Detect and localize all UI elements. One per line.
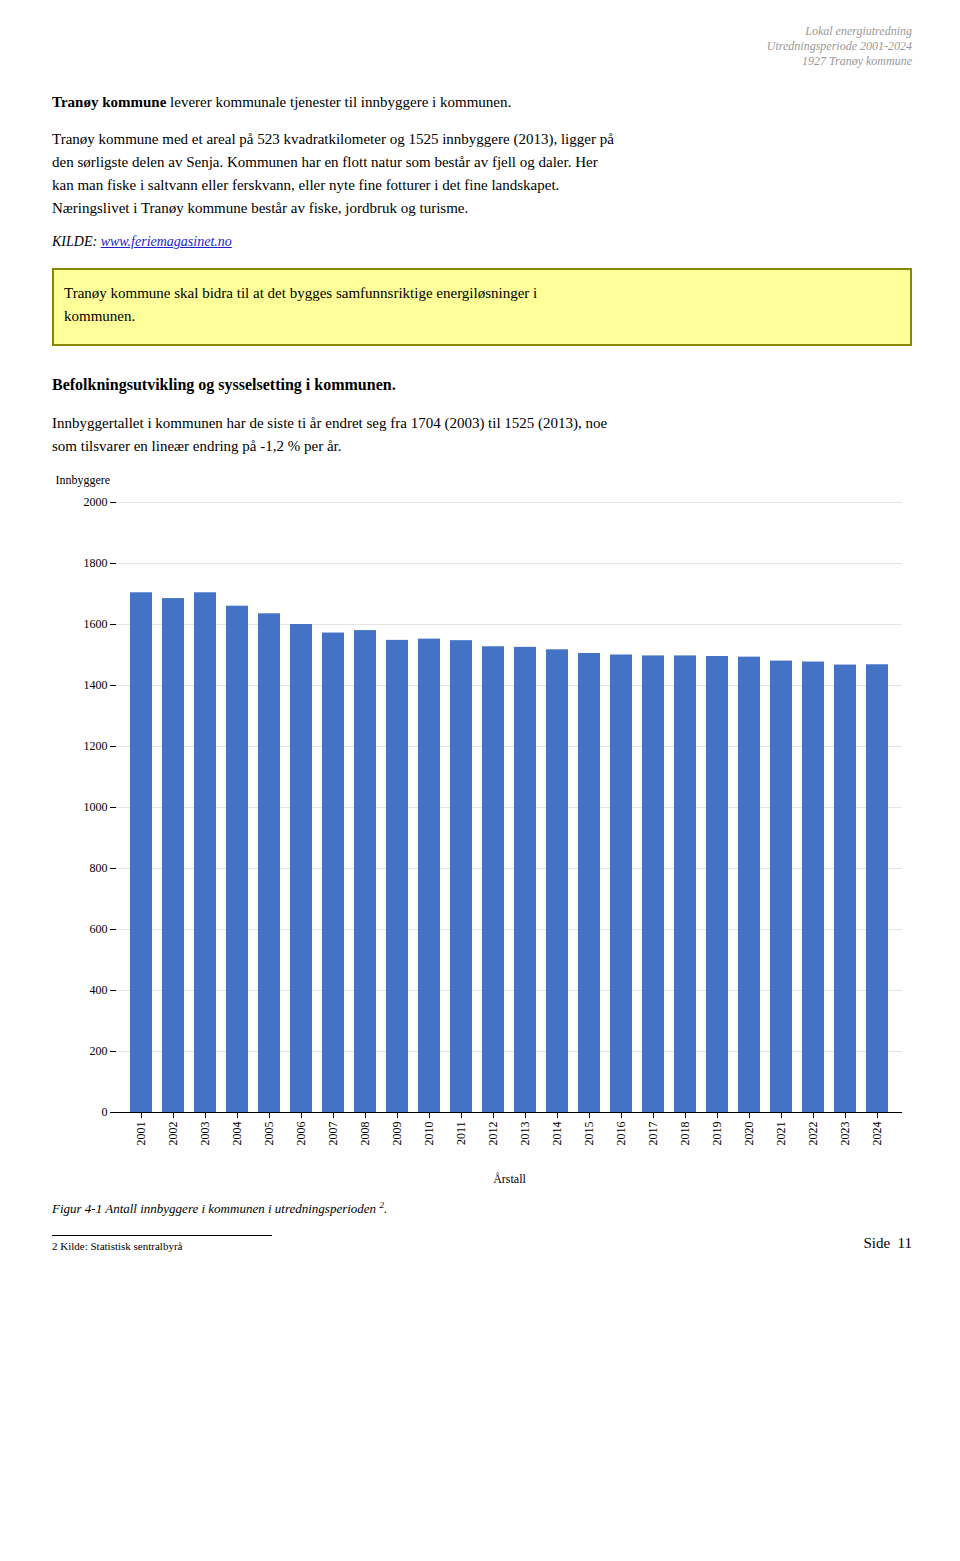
svg-text:2024: 2024 — [870, 1122, 884, 1146]
svg-text:2004: 2004 — [230, 1122, 244, 1146]
svg-text:2016: 2016 — [614, 1122, 628, 1146]
svg-text:1200: 1200 — [84, 739, 108, 753]
svg-text:2021: 2021 — [774, 1122, 788, 1146]
svg-text:2019: 2019 — [710, 1122, 724, 1146]
svg-text:600: 600 — [90, 922, 108, 936]
svg-text:2012: 2012 — [486, 1122, 500, 1146]
svg-text:2008: 2008 — [358, 1122, 372, 1146]
svg-text:2015: 2015 — [582, 1122, 596, 1146]
svg-text:Årstall: Årstall — [493, 1172, 526, 1186]
svg-text:Innbyggere: Innbyggere — [56, 473, 111, 487]
svg-text:1400: 1400 — [84, 678, 108, 692]
html-text:Side 11: Side 11 — [863, 1235, 912, 1252]
html-text:KILDE: www.feriemagasinet.no: KILDE: www.feriemagasinet.no — [52, 234, 232, 249]
svg-text:1000: 1000 — [84, 800, 108, 814]
svg-text:2020: 2020 — [742, 1122, 756, 1146]
html-text:Tranøy kommune skal bidra til: Tranøy kommune skal bidra til at det byg… — [64, 285, 538, 324]
html-text:Utredningsperiode 2001-2024: Utredningsperiode 2001-2024 — [766, 39, 912, 53]
html-text:Tranøy kommune med et areal på: Tranøy kommune med et areal på 523 kvadr… — [52, 131, 614, 216]
svg-text:2007: 2007 — [326, 1122, 340, 1146]
svg-text:1800: 1800 — [84, 556, 108, 570]
svg-text:2006: 2006 — [294, 1122, 308, 1146]
svg-text:800: 800 — [90, 861, 108, 875]
svg-text:2023: 2023 — [838, 1122, 852, 1146]
html-text:1927 Tranøy kommune: 1927 Tranøy kommune — [802, 54, 912, 68]
svg-text:2000: 2000 — [84, 495, 108, 509]
html-text:Figur 4-1 Antall innbyggere i: Figur 4-1 Antall innbyggere i kommunen i… — [52, 1200, 388, 1217]
html-text:2 Kilde: Statistisk sentralbyr: 2 Kilde: Statistisk sentralbyrå — [52, 1240, 183, 1253]
svg-text:2013: 2013 — [518, 1122, 532, 1146]
svg-text:2005: 2005 — [262, 1122, 276, 1146]
svg-text:400: 400 — [90, 983, 108, 997]
svg-text:200: 200 — [90, 1044, 108, 1058]
svg-text:2002: 2002 — [166, 1122, 180, 1146]
html-text:Befolkningsutvikling og syssel: Befolkningsutvikling og sysselsetting i … — [52, 376, 396, 393]
html-text:Tranøy kommune leverer kommuna: Tranøy kommune leverer kommunale tjenest… — [52, 94, 512, 110]
html-text:Innbyggertallet i kommunen har: Innbyggertallet i kommunen har de siste … — [52, 415, 608, 454]
svg-text:2009: 2009 — [390, 1122, 404, 1146]
svg-text:2001: 2001 — [134, 1122, 148, 1146]
svg-text:2003: 2003 — [198, 1122, 212, 1146]
svg-text:2017: 2017 — [646, 1122, 660, 1146]
svg-text:2014: 2014 — [550, 1122, 564, 1146]
svg-text:2010: 2010 — [422, 1122, 436, 1146]
svg-text:2018: 2018 — [678, 1122, 692, 1146]
svg-text:1600: 1600 — [84, 617, 108, 631]
svg-text:0: 0 — [102, 1105, 108, 1119]
svg-text:2022: 2022 — [806, 1122, 820, 1146]
svg-text:2011: 2011 — [454, 1122, 468, 1146]
html-text:Lokal energiutredning: Lokal energiutredning — [805, 24, 912, 38]
